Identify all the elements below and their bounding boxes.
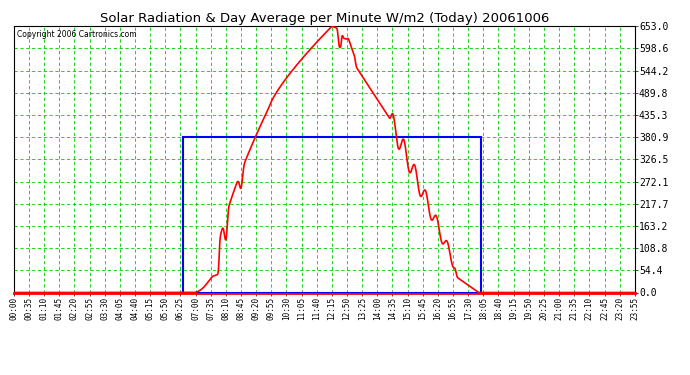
Text: Copyright 2006 Cartronics.com: Copyright 2006 Cartronics.com (17, 30, 137, 39)
Title: Solar Radiation & Day Average per Minute W/m2 (Today) 20061006: Solar Radiation & Day Average per Minute… (99, 12, 549, 25)
Bar (183, 137, 481, 292)
